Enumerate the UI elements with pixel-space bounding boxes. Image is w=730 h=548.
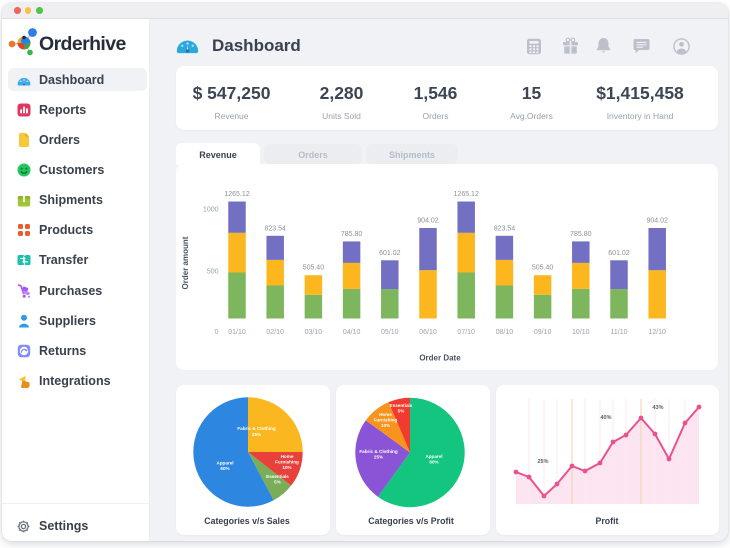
svg-text:5%: 5% <box>398 409 405 414</box>
svg-text:09/10: 09/10 <box>534 329 552 336</box>
svg-text:Essentials: Essentials <box>266 474 289 479</box>
svg-text:1265.12: 1265.12 <box>454 191 479 198</box>
svg-text:823.54: 823.54 <box>264 225 286 232</box>
svg-text:25%: 25% <box>374 455 383 460</box>
svg-text:10%: 10% <box>381 423 390 428</box>
svg-text:904.02: 904.02 <box>417 218 439 225</box>
svg-text:06/10: 06/10 <box>419 329 437 336</box>
svg-text:904.02: 904.02 <box>646 218 668 225</box>
svg-text:785.80: 785.80 <box>341 231 363 238</box>
svg-text:601.02: 601.02 <box>608 250 630 257</box>
svg-text:02/10: 02/10 <box>266 329 284 336</box>
svg-text:60%: 60% <box>220 466 229 471</box>
svg-text:1265.12: 1265.12 <box>224 191 249 198</box>
svg-text:05/10: 05/10 <box>381 329 399 336</box>
svg-text:10/10: 10/10 <box>572 329 590 336</box>
svg-text:Order amount: Order amount <box>181 236 190 289</box>
svg-text:60%: 60% <box>429 460 438 465</box>
svg-text:10%: 10% <box>282 465 291 470</box>
svg-text:40%: 40% <box>600 415 611 421</box>
svg-text:1000: 1000 <box>203 207 219 214</box>
svg-text:43%: 43% <box>652 405 663 411</box>
svg-text:25%: 25% <box>252 432 261 437</box>
svg-text:25%: 25% <box>537 459 548 465</box>
svg-text:823.54: 823.54 <box>494 225 516 232</box>
svg-text:Order Date: Order Date <box>419 354 461 363</box>
svg-text:03/10: 03/10 <box>305 329 323 336</box>
svg-text:505.40: 505.40 <box>303 265 325 272</box>
svg-text:11/10: 11/10 <box>611 329 628 336</box>
svg-text:07/10: 07/10 <box>457 329 475 336</box>
svg-text:5%: 5% <box>274 480 281 485</box>
svg-text:Fabric & Clothing: Fabric & Clothing <box>359 449 397 454</box>
svg-text:Apparel: Apparel <box>216 461 233 466</box>
svg-text:505.40: 505.40 <box>532 265 554 272</box>
svg-text:Fabric & Clothing: Fabric & Clothing <box>237 426 275 431</box>
svg-text:Home: Home <box>379 412 392 417</box>
svg-text:Essentials: Essentials <box>390 403 413 408</box>
svg-text:08/10: 08/10 <box>496 329 514 336</box>
svg-text:04/10: 04/10 <box>343 329 361 336</box>
svg-text:Apparel: Apparel <box>425 454 442 459</box>
svg-text:12/10: 12/10 <box>648 329 666 336</box>
svg-text:01/10: 01/10 <box>228 329 246 336</box>
svg-text:Furnishing: Furnishing <box>275 460 299 465</box>
svg-text:0: 0 <box>215 329 219 336</box>
svg-text:785.80: 785.80 <box>570 231 592 238</box>
svg-text:601.02: 601.02 <box>379 250 401 257</box>
svg-text:Home: Home <box>281 454 294 459</box>
svg-text:Furnishing: Furnishing <box>374 418 398 423</box>
svg-text:500: 500 <box>207 269 219 276</box>
